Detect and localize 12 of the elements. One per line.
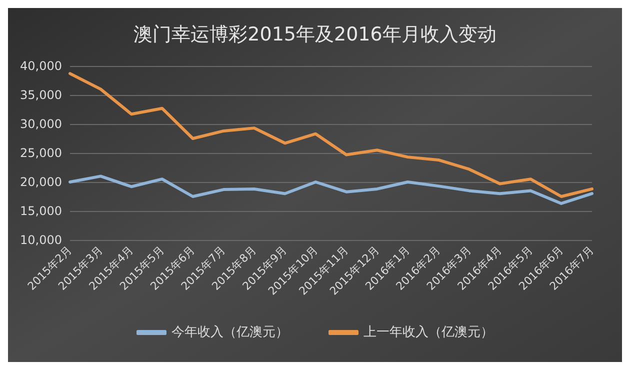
- y-tick-label: 40,000: [20, 59, 62, 73]
- y-tick-label: 15,000: [20, 204, 62, 218]
- chart-title: 澳门幸运博彩2015年及2016年月收入变动: [134, 24, 496, 46]
- y-tick-label: 35,000: [20, 88, 62, 102]
- y-tick-label: 10,000: [20, 233, 62, 247]
- line-series: [68, 174, 594, 205]
- y-tick-label: 30,000: [20, 117, 62, 131]
- legend-label: 今年收入（亿澳元）: [172, 325, 288, 340]
- y-tick-label: 25,000: [20, 146, 62, 160]
- line-series: [68, 72, 594, 198]
- legend-label: 上一年收入（亿澳元）: [364, 325, 494, 340]
- y-tick-label: 20,000: [20, 175, 62, 189]
